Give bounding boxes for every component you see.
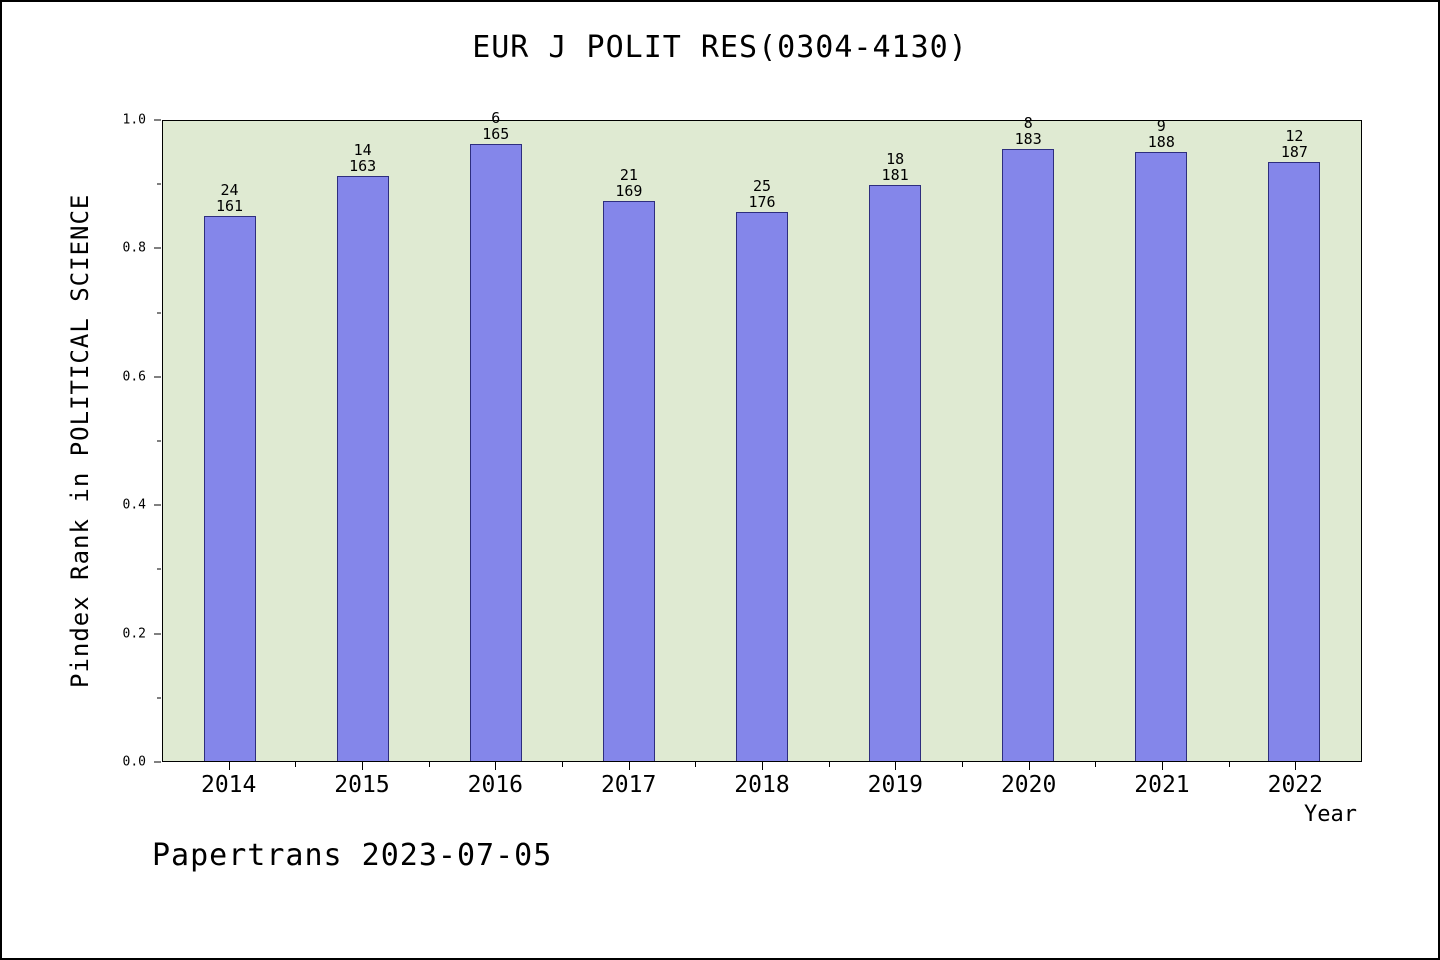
x-axis-ticks — [162, 762, 1362, 772]
y-axis: 0.0 0.2 0.4 0.6 0.8 1.0 — [2, 113, 162, 770]
y-minor-tick-mark — [157, 568, 161, 570]
y-tick-mark — [154, 761, 161, 763]
bars-row: 24 161 14 163 6 165 21 169 25 176 18 181 8 183 9 188 12 1… — [163, 110, 1361, 761]
bar-total-label: 181 — [881, 165, 909, 184]
x-tick-mark — [628, 762, 630, 770]
x-tick-label: 2019 — [867, 772, 923, 798]
bar-slot: 21 169 — [562, 121, 695, 761]
bar-slot: 6 165 — [429, 110, 562, 761]
y-tick-mark — [154, 633, 161, 635]
y-tick-label: 0.8 — [122, 240, 146, 256]
x-tick-label: 2015 — [334, 772, 390, 798]
y-tick-mark — [154, 376, 161, 378]
bar-value-label: 8 183 — [962, 115, 1095, 147]
x-tick-label: 2020 — [1000, 772, 1057, 798]
bar — [336, 175, 389, 761]
bar — [1002, 148, 1055, 761]
x-tick-mark — [1295, 762, 1297, 770]
bar-total-label: 165 — [482, 125, 510, 144]
x-minor-tick-mark — [962, 762, 963, 767]
x-tick-mark — [895, 762, 897, 770]
bar-total-label: 183 — [1014, 129, 1042, 148]
bar — [1268, 162, 1321, 761]
bar-rank-label: 21 — [619, 165, 638, 184]
x-minor-tick-mark — [695, 762, 697, 767]
bar-value-label: 18 181 — [829, 151, 962, 183]
bar — [469, 144, 522, 761]
bar-value-label: 25 176 — [695, 178, 828, 210]
x-tick-mark — [1162, 762, 1163, 770]
x-minor-tick-mark — [1095, 762, 1097, 767]
y-tick-mark — [154, 247, 161, 249]
x-tick-mark — [762, 762, 763, 770]
x-minor-tick-mark — [428, 762, 430, 767]
y-tick-label: 1.0 — [122, 112, 146, 128]
bar — [203, 216, 256, 761]
x-minor-tick-mark — [1228, 762, 1230, 767]
x-tick-mark — [228, 762, 230, 770]
bar-total-label: 187 — [1280, 143, 1308, 162]
bar-slot: 12 187 — [1228, 121, 1361, 761]
y-minor-tick-mark — [157, 183, 161, 185]
y-minor-tick-mark — [157, 312, 161, 314]
bar-total-label: 169 — [615, 181, 643, 200]
x-minor-tick-mark — [295, 762, 297, 767]
bar-slot: 25 176 — [695, 121, 828, 761]
x-tick-label: 2018 — [734, 772, 790, 798]
bar-rank-label: 14 — [353, 140, 372, 159]
bar-value-label: 6 165 — [429, 110, 562, 142]
bar-value-label: 21 169 — [562, 167, 695, 199]
y-tick-label: 0.6 — [122, 369, 146, 385]
y-tick-mark — [154, 119, 161, 121]
bar — [735, 211, 788, 761]
bar-rank-label: 8 — [1023, 113, 1033, 132]
bar-slot: 8 183 — [962, 115, 1095, 761]
x-tick-label: 2017 — [600, 772, 657, 798]
x-tick-mark — [495, 762, 497, 770]
bar-value-label: 9 188 — [1095, 118, 1228, 150]
x-tick-label: 2016 — [467, 772, 524, 798]
y-tick-label: 0.0 — [122, 754, 146, 770]
x-tick-label: 2014 — [200, 772, 257, 798]
bar — [869, 184, 922, 761]
y-tick-label: 0.4 — [122, 497, 146, 513]
bar-total-label: 163 — [349, 156, 377, 175]
x-tick-mark — [1028, 762, 1030, 770]
x-axis-title: Year — [1304, 802, 1357, 827]
bar-slot: 18 181 — [829, 121, 962, 761]
y-tick-label: 0.2 — [122, 626, 146, 642]
x-minor-tick-mark — [828, 762, 830, 767]
y-minor-tick-mark — [157, 440, 161, 442]
bar-value-label: 12 187 — [1228, 128, 1361, 160]
x-tick-label: 2021 — [1134, 772, 1190, 798]
x-tick-mark — [362, 762, 363, 770]
y-minor-tick-mark — [157, 697, 161, 699]
x-axis-labels: 2014 2015 2016 2017 2018 2019 2020 2021 2022 — [162, 772, 1362, 798]
x-minor-tick-mark — [562, 762, 563, 767]
bar-total-label: 161 — [216, 197, 244, 216]
bar-total-label: 176 — [748, 192, 776, 211]
y-tick-mark — [154, 504, 161, 506]
bar-rank-label: 6 — [491, 109, 501, 128]
bar-rank-label: 18 — [886, 149, 905, 168]
watermark-text: Papertrans 2023-07-05 — [152, 838, 553, 873]
bar-rank-label: 9 — [1156, 116, 1166, 135]
bar-value-label: 14 163 — [296, 142, 429, 174]
chart-title: EUR J POLIT RES(0304-4130) — [472, 30, 968, 65]
bar-slot: 24 161 — [163, 121, 296, 761]
bar-slot: 14 163 — [296, 121, 429, 761]
bar — [602, 200, 655, 761]
bar-total-label: 188 — [1147, 132, 1175, 151]
bar — [1135, 151, 1188, 761]
x-tick-label: 2022 — [1267, 772, 1323, 798]
bar-slot: 9 188 — [1095, 118, 1228, 761]
bar-rank-label: 25 — [752, 176, 772, 195]
bar-rank-label: 24 — [220, 181, 239, 200]
plot-area: 24 161 14 163 6 165 21 169 25 176 18 181 8 183 9 188 12 1… — [162, 110, 1362, 762]
bar-value-label: 24 161 — [163, 182, 296, 214]
bar-rank-label: 12 — [1285, 127, 1304, 146]
